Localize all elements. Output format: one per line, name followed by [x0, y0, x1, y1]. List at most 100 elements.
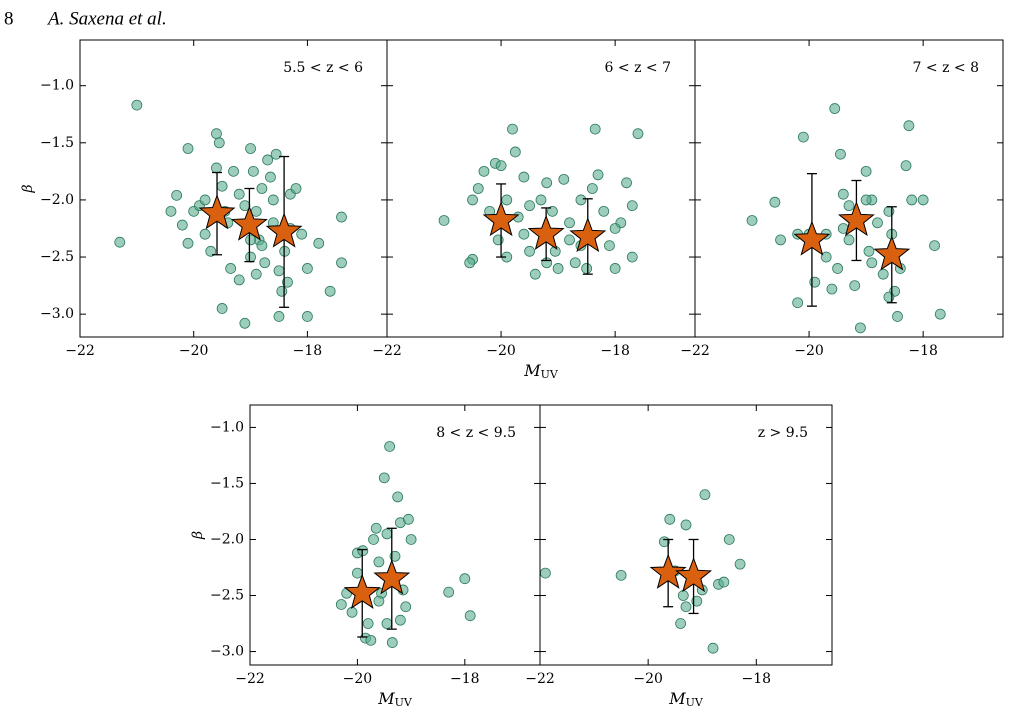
plot-area	[540, 489, 746, 654]
scatter-point	[734, 558, 746, 570]
scatter-point	[302, 263, 313, 274]
scatter-point	[769, 196, 781, 208]
scatter-point	[467, 194, 478, 206]
x-label-subscript: UV	[686, 696, 704, 709]
scatter-point	[829, 103, 841, 114]
annotation: 8 < z < 9.5	[436, 425, 516, 441]
star-point	[373, 559, 411, 595]
star-point	[649, 553, 687, 589]
star-point	[569, 217, 607, 253]
x-label-subscript: UV	[541, 368, 559, 381]
scatter-point	[131, 99, 143, 111]
x-axis-label: MUV	[668, 689, 704, 710]
scatter-point	[540, 567, 551, 579]
scatter-point	[245, 234, 256, 246]
scatter-point	[680, 519, 692, 531]
scatter-point	[282, 276, 293, 288]
scatter-point	[228, 165, 239, 177]
y-tick-label: −1.5	[40, 135, 74, 151]
scatter-point	[835, 148, 846, 160]
scatter-point	[524, 200, 535, 212]
scatter-point	[518, 171, 530, 183]
scatter-point	[211, 162, 222, 174]
scatter-point	[615, 569, 627, 581]
scatter-point	[239, 317, 251, 329]
scatter-point	[443, 586, 455, 598]
scatter-point	[381, 618, 393, 629]
annotation: 6 < z < 7	[605, 60, 671, 76]
scatter-point	[265, 171, 276, 183]
scatter-point	[373, 595, 385, 607]
scatter-point	[552, 263, 564, 274]
scatter-point	[392, 491, 404, 503]
scatter-point	[370, 522, 382, 534]
scatter-point	[860, 194, 872, 206]
scatter-point	[225, 263, 237, 274]
x-axis-label: MUV	[377, 689, 413, 710]
y-axis-label: β	[190, 531, 206, 540]
scatter-point	[664, 513, 676, 525]
scatter-point	[934, 308, 946, 320]
scatter-point	[464, 257, 476, 269]
x-label-symbol: M	[377, 689, 395, 708]
scatter-point	[843, 200, 855, 212]
scatter-point	[518, 228, 530, 240]
scatter-point	[746, 215, 758, 226]
scatter-point	[259, 257, 271, 269]
y-tick-label: −3.0	[40, 306, 74, 322]
scatter-point	[677, 590, 689, 601]
scatter-point	[632, 128, 644, 140]
star-point	[482, 201, 520, 237]
scatter-point	[403, 513, 414, 525]
scatter-point	[609, 263, 621, 274]
scatter-point	[313, 237, 325, 249]
scatter-point	[335, 599, 347, 610]
scatter-point	[352, 567, 363, 579]
star-point	[230, 205, 268, 241]
x-tick-label: −22	[65, 343, 95, 359]
scatter-point	[114, 236, 126, 248]
x-tick-label: −18	[293, 343, 323, 359]
scatter-point	[592, 169, 604, 181]
scatter-point	[675, 618, 686, 629]
plot-area	[746, 103, 946, 334]
scatter-point	[233, 188, 245, 200]
scatter-point	[336, 211, 347, 223]
scatter-point	[564, 217, 575, 229]
y-tick-label: −1.5	[210, 475, 244, 491]
x-tick-label: −22	[235, 671, 265, 687]
scatter-point	[581, 263, 593, 274]
x-tick-label: −18	[742, 671, 772, 687]
y-tick-label: −2.0	[40, 192, 74, 208]
scatter-point	[501, 194, 513, 206]
star-point	[675, 557, 713, 593]
x-tick-label: −18	[908, 343, 938, 359]
scatter-point	[373, 556, 385, 568]
plot-area	[335, 441, 476, 648]
annotation: 7 < z < 8	[913, 60, 979, 76]
scatter-point	[775, 234, 786, 246]
scatter-point	[569, 257, 581, 269]
scatter-point	[906, 194, 918, 206]
scatter-point	[917, 194, 929, 206]
scatter-point	[213, 137, 225, 149]
x-tick-label: −20	[486, 343, 516, 359]
scatter-point	[820, 251, 832, 263]
y-tick-label: −2.5	[40, 249, 74, 265]
x-tick-label: −18	[450, 671, 480, 687]
scatter-point	[535, 194, 547, 206]
scatter-point	[205, 245, 217, 257]
panel: −22 −20 −18 7 < z < 8	[680, 39, 1004, 359]
scatter-point	[872, 217, 883, 229]
scatter-point	[723, 534, 735, 545]
panel: −22 −20 −18 −1.0 −1.5 −2.0 −2.5 −3.0 5.5 < z < 6…	[20, 39, 388, 359]
scatter-point	[256, 183, 268, 194]
scatter-point	[860, 165, 872, 177]
scatter-point	[216, 303, 228, 314]
annotation: 5.5 < z < 6	[283, 60, 363, 76]
scatter-point	[296, 228, 308, 240]
scatter-point	[464, 610, 476, 622]
star-point	[343, 573, 381, 609]
scatter-point	[691, 595, 703, 607]
x-label-symbol: M	[668, 689, 686, 708]
